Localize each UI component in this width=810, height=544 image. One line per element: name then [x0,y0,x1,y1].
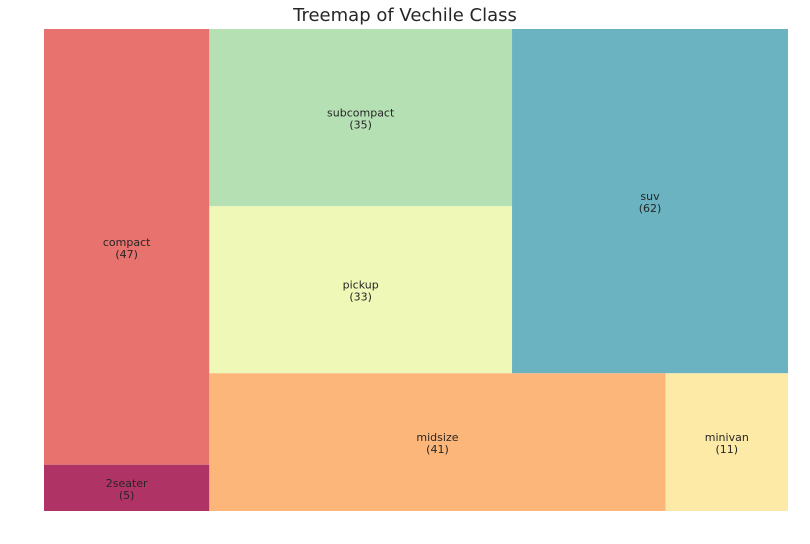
tile-rect-midsize [209,373,666,511]
tile-rect-suv [512,29,788,374]
tile-value-compact: (47) [115,248,138,261]
tile-value-2seater: (5) [119,489,135,502]
tile-rect-pickup [209,206,513,374]
tile-2seater: 2seater(5) [44,464,210,511]
tile-compact: compact(47) [44,29,210,465]
tile-value-subcompact: (35) [349,119,372,132]
tile-label-2seater: 2seater [106,477,148,490]
tile-label-compact: compact [103,236,151,249]
tile-midsize: midsize(41) [209,373,666,511]
tile-rect-subcompact [209,29,513,207]
tile-label-midsize: midsize [416,431,458,444]
tile-label-minivan: minivan [705,431,749,444]
tile-rect-compact [44,29,210,465]
tile-pickup: pickup(33) [209,206,513,374]
tile-label-pickup: pickup [343,279,379,292]
tile-value-midsize: (41) [426,443,449,456]
tile-value-suv: (62) [639,202,662,215]
tile-label-subcompact: subcompact [327,107,395,120]
tile-rect-2seater [44,464,210,511]
tile-value-minivan: (11) [715,443,738,456]
chart-title: Treemap of Vechile Class [293,5,517,26]
tile-subcompact: subcompact(35) [209,29,513,207]
tile-label-suv: suv [640,190,660,203]
tile-rect-minivan [665,373,788,511]
tile-minivan: minivan(11) [665,373,788,511]
tile-suv: suv(62) [512,29,788,374]
tile-value-pickup: (33) [349,291,372,304]
